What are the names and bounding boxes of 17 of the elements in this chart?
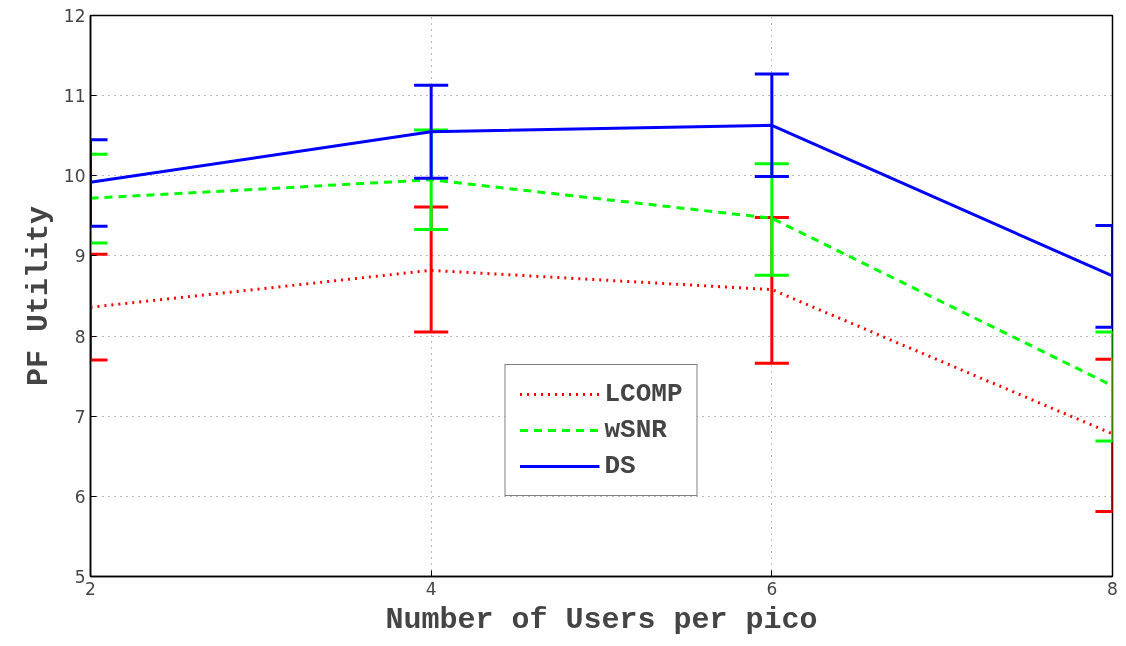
legend-label: wSNR bbox=[604, 415, 667, 445]
legend-label: DS bbox=[604, 451, 636, 481]
y-tick-label: 11 bbox=[63, 86, 86, 107]
x-axis-title: Number of Users per pico bbox=[385, 602, 818, 637]
y-tick-label: 8 bbox=[74, 326, 86, 347]
y-tick-label: 12 bbox=[63, 6, 86, 26]
legend-label: LCOMP bbox=[604, 379, 683, 409]
y-axis-title: PF Utility bbox=[21, 205, 56, 387]
y-tick-label: 10 bbox=[63, 166, 86, 187]
x-tick-label: 2 bbox=[85, 578, 96, 599]
x-tick-label: 4 bbox=[425, 578, 437, 599]
y-tick-label: 9 bbox=[74, 246, 86, 267]
y-tick-label: 6 bbox=[74, 486, 86, 507]
y-tick-label: 5 bbox=[74, 567, 86, 587]
y-tick-label: 7 bbox=[74, 406, 86, 427]
x-tick-label: 8 bbox=[1107, 578, 1118, 599]
x-tick-label: 6 bbox=[766, 578, 778, 599]
